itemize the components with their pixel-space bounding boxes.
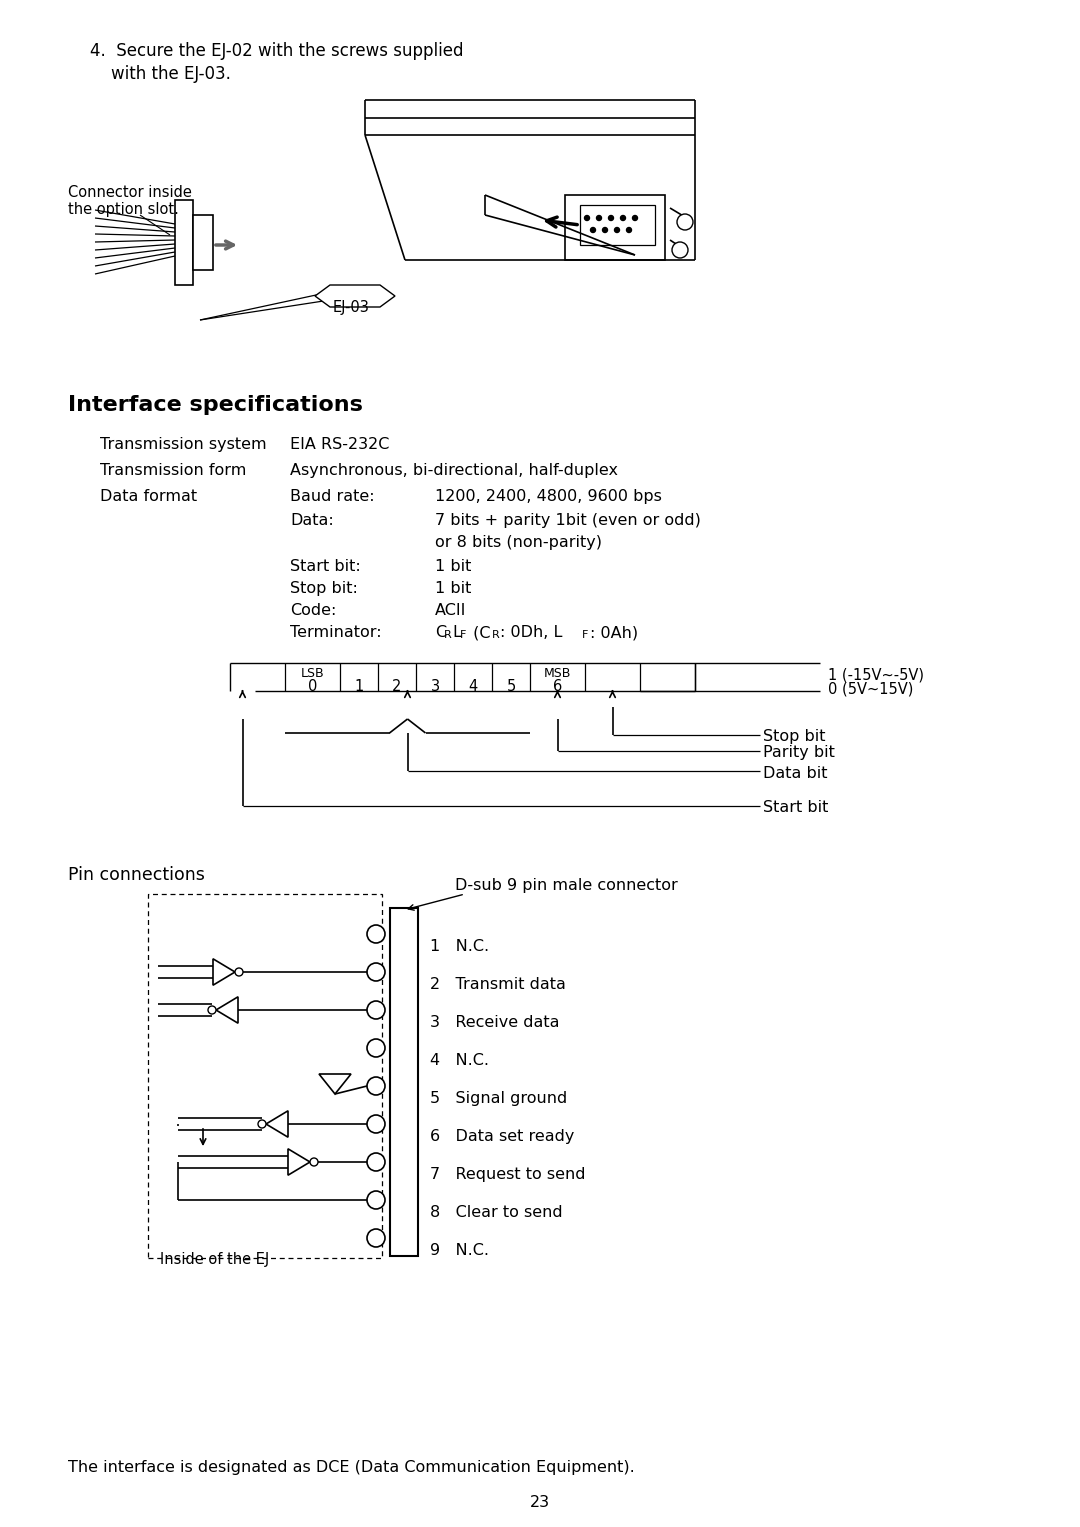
Text: Code:: Code: (291, 603, 336, 618)
Text: Parity bit: Parity bit (762, 745, 835, 760)
Circle shape (621, 215, 625, 220)
Text: (C: (C (468, 625, 490, 640)
Circle shape (584, 215, 590, 220)
Circle shape (367, 964, 384, 980)
Circle shape (615, 228, 620, 232)
Polygon shape (266, 1110, 288, 1138)
Text: 1   N.C.: 1 N.C. (430, 939, 489, 954)
Bar (580, 205, 654, 244)
Circle shape (235, 968, 243, 976)
Circle shape (367, 1153, 384, 1171)
Text: R: R (492, 631, 500, 640)
Circle shape (677, 214, 693, 231)
Text: 7 bits + parity 1bit (even or odd): 7 bits + parity 1bit (even or odd) (435, 513, 701, 528)
Bar (565, 195, 665, 260)
Circle shape (367, 1038, 384, 1057)
Polygon shape (216, 997, 238, 1023)
Circle shape (367, 1077, 384, 1095)
Circle shape (367, 925, 384, 944)
Text: or 8 bits (non-parity): or 8 bits (non-parity) (435, 534, 602, 550)
Circle shape (310, 1157, 318, 1167)
Text: 3: 3 (431, 680, 440, 693)
Text: L: L (453, 625, 461, 640)
Polygon shape (315, 286, 395, 307)
Text: 5   Signal ground: 5 Signal ground (430, 1090, 567, 1106)
Text: 1 bit: 1 bit (435, 559, 471, 574)
Text: EIA RS-232C: EIA RS-232C (291, 437, 390, 452)
Circle shape (208, 1006, 216, 1014)
Text: EJ-03: EJ-03 (333, 299, 369, 315)
Text: 1 (-15V~-5V): 1 (-15V~-5V) (828, 667, 924, 683)
Circle shape (672, 241, 688, 258)
Text: 4: 4 (469, 680, 477, 693)
Circle shape (591, 228, 595, 232)
Text: ACII: ACII (435, 603, 467, 618)
Circle shape (608, 215, 613, 220)
Text: F: F (582, 631, 589, 640)
Text: 8   Clear to send: 8 Clear to send (430, 1205, 563, 1220)
Text: 5: 5 (507, 680, 515, 693)
Circle shape (367, 1191, 384, 1209)
Bar (390, 909, 418, 1257)
Text: Start bit:: Start bit: (291, 559, 361, 574)
Text: Interface specifications: Interface specifications (68, 395, 363, 415)
Text: 6: 6 (553, 680, 562, 693)
Text: Stop bit:: Stop bit: (291, 580, 357, 596)
Text: Start bit: Start bit (762, 800, 828, 815)
Circle shape (596, 215, 602, 220)
Text: : 0Dh, L: : 0Dh, L (500, 625, 563, 640)
Text: 4.  Secure the EJ-02 with the screws supplied: 4. Secure the EJ-02 with the screws supp… (90, 43, 463, 60)
Text: Inside of the EJ: Inside of the EJ (160, 1252, 269, 1267)
Text: Data format: Data format (100, 489, 198, 504)
Text: 0: 0 (308, 680, 318, 693)
Text: 2   Transmit data: 2 Transmit data (430, 977, 566, 993)
Circle shape (633, 215, 637, 220)
Text: Baud rate:: Baud rate: (291, 489, 375, 504)
Text: Data:: Data: (291, 513, 334, 528)
Bar (148, 893, 382, 1258)
Text: Pin connections: Pin connections (68, 866, 205, 884)
Circle shape (603, 228, 607, 232)
Text: Transmission system: Transmission system (100, 437, 267, 452)
Text: MSB: MSB (544, 667, 571, 680)
Text: 6   Data set ready: 6 Data set ready (430, 1128, 575, 1144)
Text: 3   Receive data: 3 Receive data (430, 1015, 559, 1031)
Text: LSB: LSB (300, 667, 324, 680)
Circle shape (367, 1229, 384, 1248)
Circle shape (367, 1002, 384, 1019)
Polygon shape (288, 1148, 310, 1176)
Text: F: F (460, 631, 467, 640)
Bar (175, 200, 193, 286)
Text: with the EJ-03.: with the EJ-03. (90, 66, 231, 82)
Text: Stop bit: Stop bit (762, 730, 825, 745)
Circle shape (367, 1115, 384, 1133)
Text: 7   Request to send: 7 Request to send (430, 1167, 585, 1182)
Text: 4   N.C.: 4 N.C. (430, 1054, 489, 1067)
Text: 2: 2 (392, 680, 402, 693)
Text: 1 bit: 1 bit (435, 580, 471, 596)
Text: 1200, 2400, 4800, 9600 bps: 1200, 2400, 4800, 9600 bps (435, 489, 662, 504)
Text: C: C (435, 625, 446, 640)
Text: Data bit: Data bit (762, 765, 827, 780)
Circle shape (626, 228, 632, 232)
Text: 0 (5V~15V): 0 (5V~15V) (828, 681, 914, 696)
Circle shape (258, 1119, 266, 1128)
Text: Connector inside: Connector inside (68, 185, 192, 200)
Polygon shape (319, 1073, 351, 1093)
Text: R: R (444, 631, 451, 640)
Text: the option slot.: the option slot. (68, 202, 179, 217)
Text: 23: 23 (530, 1495, 550, 1510)
Text: The interface is designated as DCE (Data Communication Equipment).: The interface is designated as DCE (Data… (68, 1460, 635, 1475)
Text: 9   N.C.: 9 N.C. (430, 1243, 489, 1258)
Text: D-sub 9 pin male connector: D-sub 9 pin male connector (455, 878, 678, 893)
Text: Asynchronous, bi-directional, half-duplex: Asynchronous, bi-directional, half-duple… (291, 463, 618, 478)
Text: : 0Ah): : 0Ah) (590, 625, 638, 640)
Text: 1: 1 (354, 680, 364, 693)
Text: Transmission form: Transmission form (100, 463, 246, 478)
Text: Terminator:: Terminator: (291, 625, 381, 640)
Polygon shape (213, 959, 235, 985)
Bar (193, 215, 213, 270)
